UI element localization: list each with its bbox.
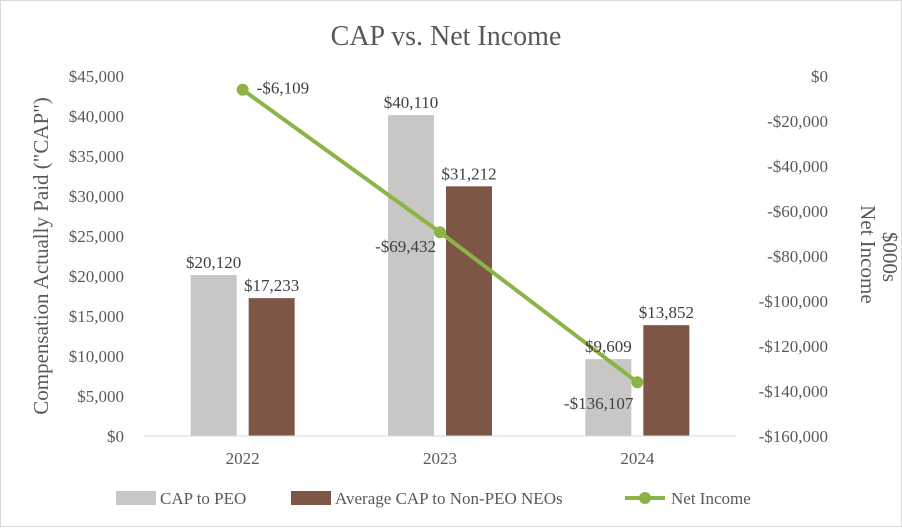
y2-tick-label: -$100,000 bbox=[759, 292, 828, 311]
y2-axis-title-line2: $000s bbox=[878, 232, 901, 282]
y-tick-label: $25,000 bbox=[69, 227, 124, 246]
y-tick-label: $35,000 bbox=[69, 147, 124, 166]
y2-tick-label: -$80,000 bbox=[767, 247, 828, 266]
y-axis-title: Compensation Actually Paid ("CAP") bbox=[29, 97, 53, 415]
legend-swatch bbox=[291, 491, 331, 505]
y2-axis-title-line1: Net Income bbox=[856, 205, 880, 304]
y-axis-ticks: $0 $5,000 $10,000 $15,000 $20,000 $25,000 $30,… bbox=[69, 67, 124, 446]
y2-tick-label: -$60,000 bbox=[767, 202, 828, 221]
y-tick-label: $45,000 bbox=[69, 67, 124, 86]
legend-marker bbox=[639, 492, 651, 504]
legend-swatch bbox=[116, 491, 156, 505]
y2-tick-label: $0 bbox=[811, 67, 828, 86]
net-income-data-label: -$6,109 bbox=[257, 79, 309, 98]
bar-data-label: $13,852 bbox=[639, 303, 694, 322]
y-tick-label: $20,000 bbox=[69, 267, 124, 286]
y-tick-label: $10,000 bbox=[69, 347, 124, 366]
y-tick-label: $30,000 bbox=[69, 187, 124, 206]
y2-axis-ticks: $0 -$20,000 -$40,000 -$60,000 -$80,000 -$100,… bbox=[759, 67, 828, 446]
y2-tick-label: -$120,000 bbox=[759, 337, 828, 356]
x-tick-label: 2022 bbox=[226, 449, 260, 468]
bar-data-label: $17,233 bbox=[244, 276, 299, 295]
y2-tick-label: -$40,000 bbox=[767, 157, 828, 176]
bar-avg-cap-non-peo bbox=[446, 186, 492, 436]
legend-label: Net Income bbox=[671, 489, 751, 508]
bar-avg-cap-non-peo bbox=[643, 325, 690, 436]
net-income-data-label: -$136,107 bbox=[564, 394, 634, 413]
bar-cap-to-peo bbox=[388, 115, 434, 437]
legend-label: Average CAP to Non-PEO NEOs bbox=[335, 489, 563, 508]
legend: CAP to PEO Average CAP to Non-PEO NEOs Net… bbox=[116, 489, 751, 508]
x-tick-label: 2024 bbox=[620, 449, 655, 468]
y2-axis-title: Net Income $000s bbox=[856, 205, 901, 309]
bar-data-label: $40,110 bbox=[384, 93, 439, 112]
y2-tick-label: -$140,000 bbox=[759, 382, 828, 401]
bar-data-label: $9,609 bbox=[585, 337, 632, 356]
net-income-line-layer bbox=[236, 83, 644, 389]
net-income-marker bbox=[631, 376, 644, 389]
y2-tick-label: -$160,000 bbox=[759, 427, 828, 446]
x-axis-ticks: 2022 2023 2024 bbox=[226, 449, 655, 468]
net-income-data-label: -$69,432 bbox=[375, 237, 436, 256]
x-tick-label: 2023 bbox=[423, 449, 457, 468]
bar-cap-to-peo bbox=[190, 275, 237, 436]
net-income-marker bbox=[236, 83, 249, 96]
data-labels-layer: $20,120 $40,110 $9,609 $17,233 $31,212 $13,85… bbox=[186, 79, 694, 413]
net-income-marker bbox=[434, 226, 446, 239]
y-tick-label: $5,000 bbox=[77, 387, 124, 406]
y-tick-label: $0 bbox=[107, 427, 124, 446]
bars-layer bbox=[190, 115, 690, 437]
chart-title: CAP vs. Net Income bbox=[331, 21, 562, 52]
legend-label: CAP to PEO bbox=[160, 489, 246, 508]
bar-data-label: $20,120 bbox=[186, 253, 241, 272]
bar-avg-cap-non-peo bbox=[248, 298, 295, 436]
y-tick-label: $15,000 bbox=[69, 307, 124, 326]
y2-tick-label: -$20,000 bbox=[767, 112, 828, 131]
y-tick-label: $40,000 bbox=[69, 107, 124, 126]
bar-data-label: $31,212 bbox=[441, 164, 496, 183]
